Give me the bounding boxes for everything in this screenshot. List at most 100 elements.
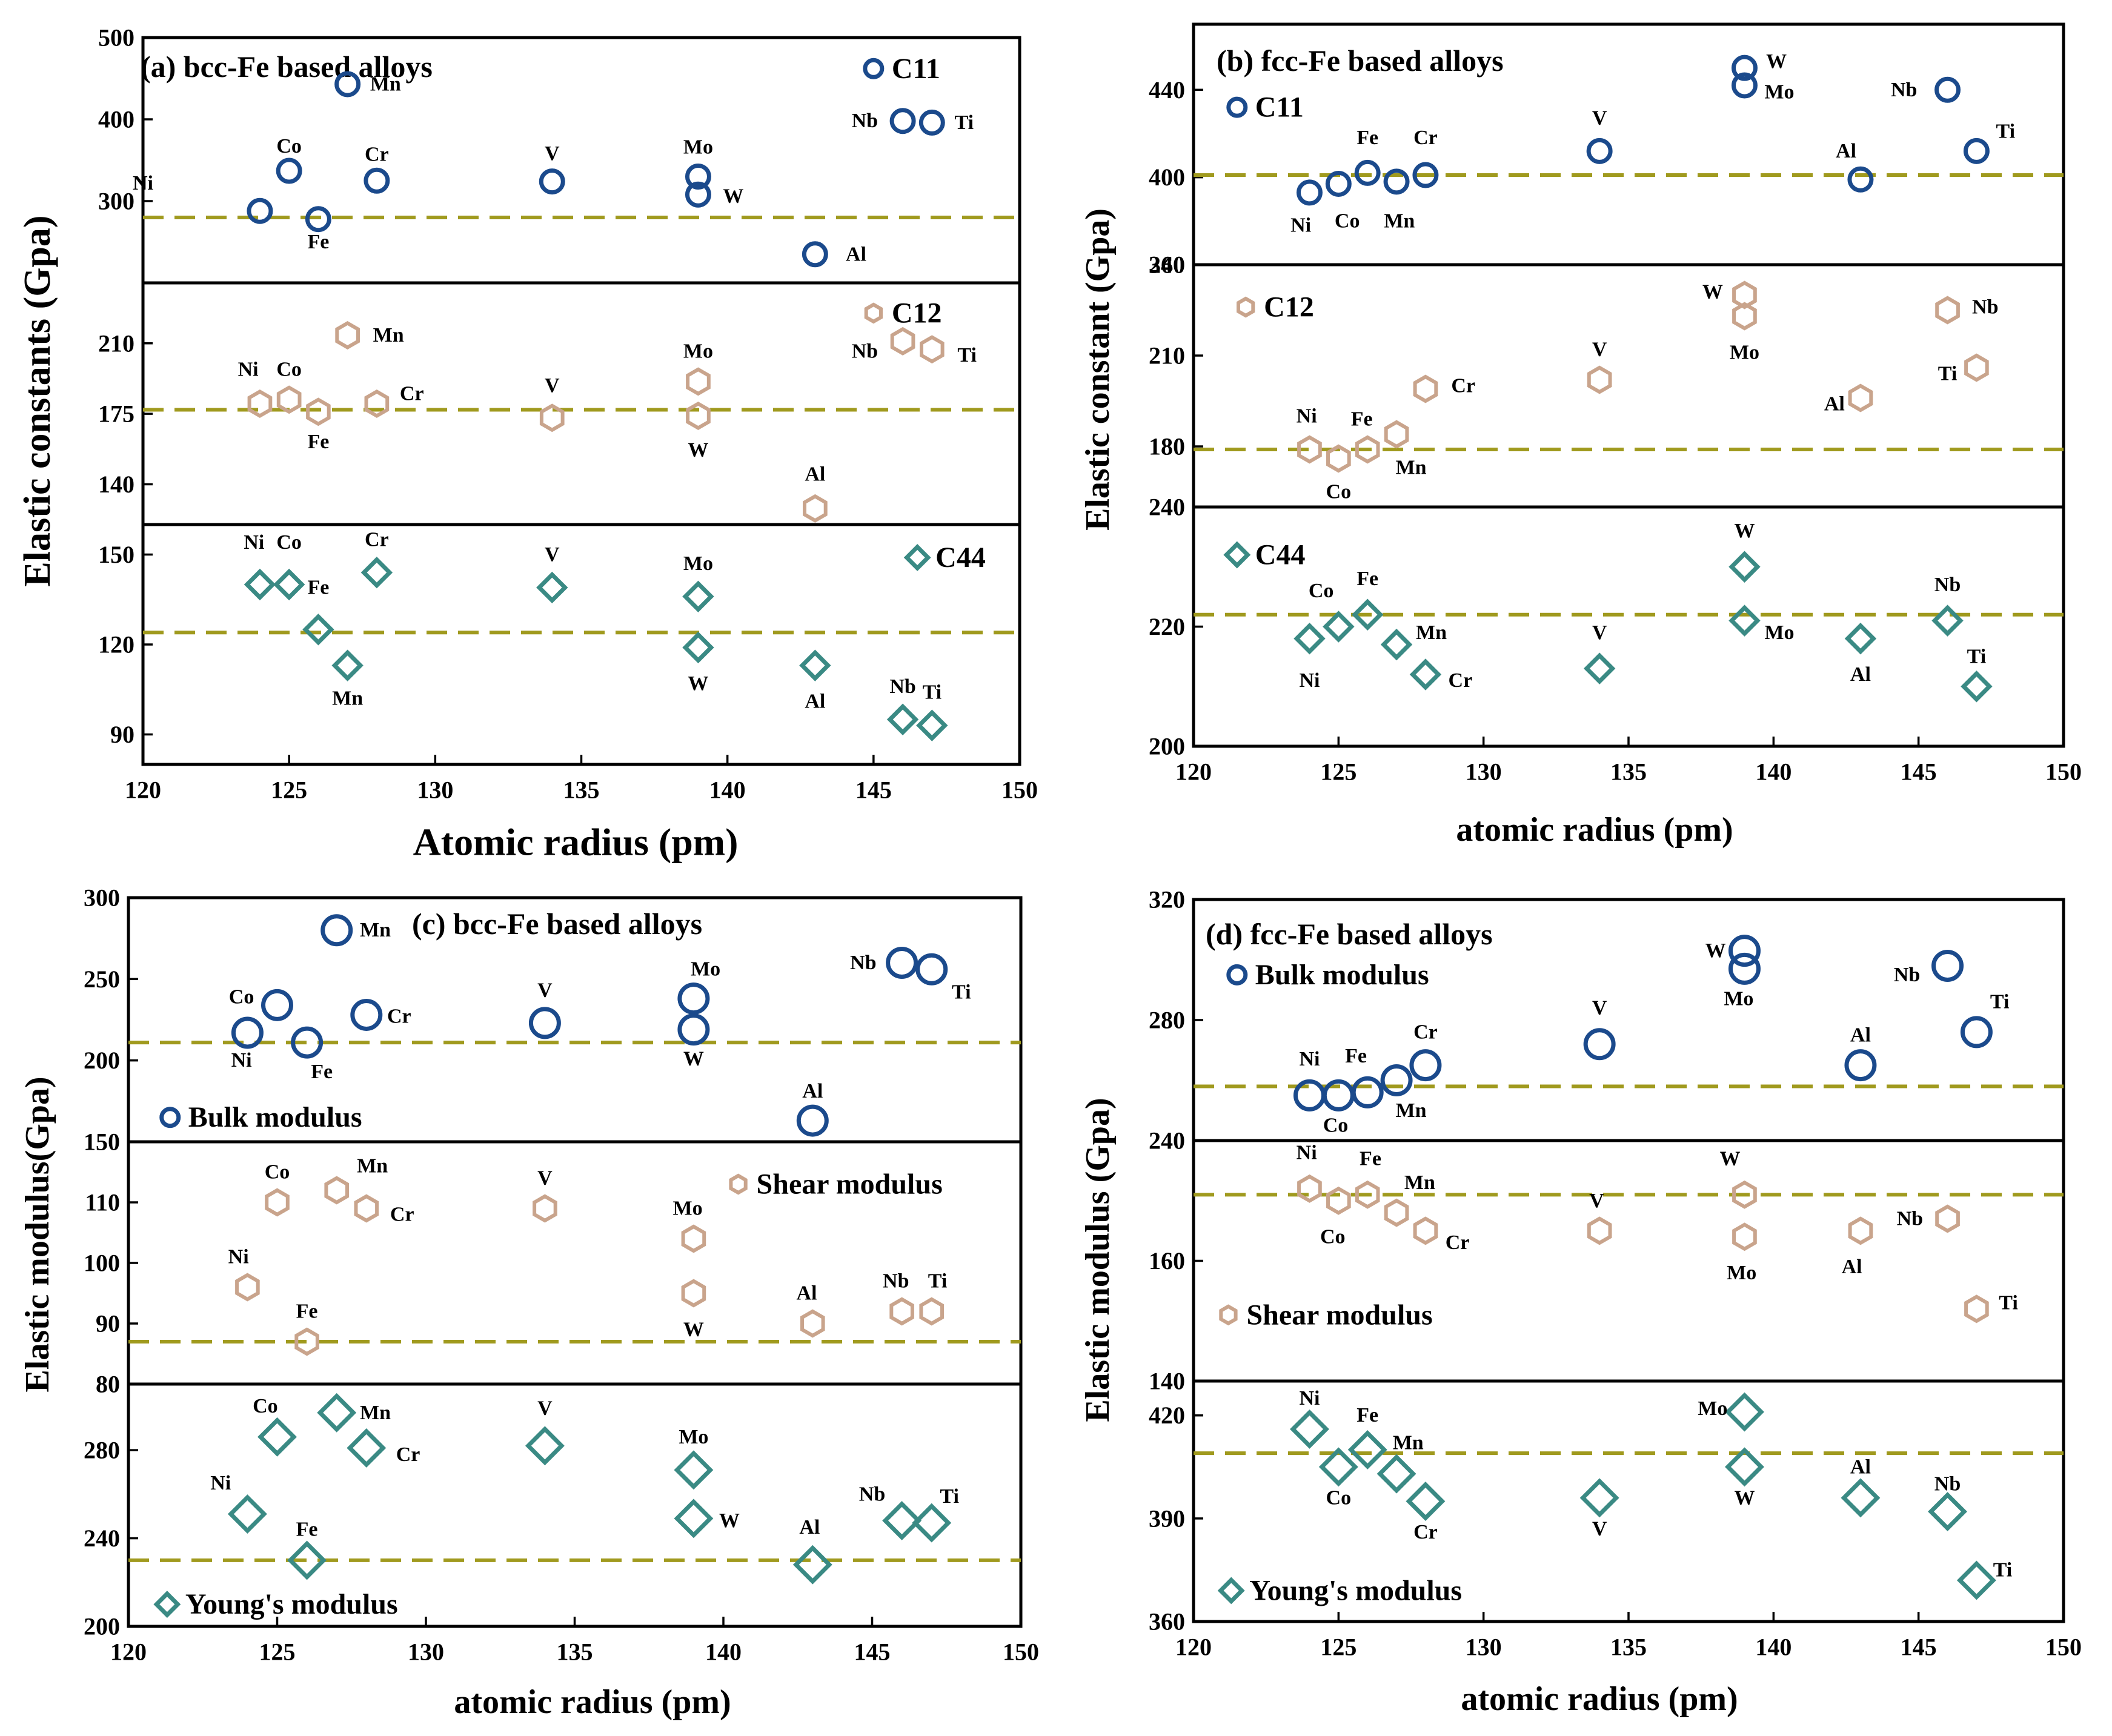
point-label: Ni <box>231 1049 252 1072</box>
data-point-mn <box>320 914 353 947</box>
data-point-ni <box>244 568 276 601</box>
point-label: Al <box>1824 393 1845 416</box>
x-tick-label: 135 <box>1610 1634 1647 1661</box>
subplot-c44: 200 220 240 C44 Ni Co Fe Mn Cr V W Mo Al Nb Ti <box>1149 494 2064 760</box>
point-label: Fe <box>1357 127 1378 149</box>
data-point-ti <box>1960 1016 1993 1049</box>
point-label: Co <box>265 1161 290 1184</box>
point-label: Mo <box>691 958 720 981</box>
x-tick-label: 135 <box>557 1638 593 1666</box>
subplot-bulk-modulus: 240 280 320 Bulk modulus Ni Co Fe Mn Cr V W Mo Al Nb T… <box>1149 886 2064 1155</box>
panel-b: 120 125 130 135 140 145 150 atomic radius (pm) E… <box>1079 22 2082 849</box>
point-label: Nb <box>889 675 915 698</box>
legend-label: C12 <box>892 297 942 329</box>
point-label: Mo <box>679 1426 708 1448</box>
point-label: Al <box>1842 1256 1862 1278</box>
point-label: Nb <box>1934 574 1961 596</box>
y-tick-label: 220 <box>1149 613 1185 640</box>
data-point-fe <box>302 614 334 646</box>
point-label: Nb <box>850 952 876 974</box>
point-label: Ti <box>1996 120 2016 142</box>
data-point-v <box>536 571 568 604</box>
panel-a: 120 125 130 135 140 145 150 Atomic radius (pm) E… <box>17 24 1038 864</box>
data-point-nb <box>886 946 918 979</box>
data-point-mn <box>317 1393 357 1433</box>
point-label: Ni <box>244 531 264 554</box>
data-point-ti <box>1963 137 1990 164</box>
point-label: Ni <box>1290 214 1311 237</box>
legend-marker <box>153 1591 181 1618</box>
data-point-fe <box>1355 1180 1380 1209</box>
panel-title: (b) fcc-Fe based alloys <box>1217 44 1504 78</box>
data-point-ti <box>1956 1560 1996 1600</box>
data-point-cr <box>364 389 390 418</box>
point-label: Cr <box>1451 375 1475 397</box>
point-label: W <box>1720 1147 1741 1170</box>
data-point-al <box>796 1104 829 1137</box>
point-label: Mo <box>1698 1397 1727 1420</box>
x-tick-label: 130 <box>408 1638 444 1666</box>
data-point-nb <box>889 1297 914 1326</box>
data-point-nb <box>1931 605 1964 637</box>
point-label: Mo <box>1764 621 1794 644</box>
point-label: Co <box>276 531 302 554</box>
y-tick-label: 360 <box>1149 251 1185 279</box>
point-label: Nb <box>1894 964 1920 986</box>
point-label: Nb <box>1897 1208 1923 1230</box>
y-tick-label: 175 <box>98 400 134 428</box>
point-label: Mn <box>360 919 391 941</box>
data-point-co <box>257 1417 297 1457</box>
legend-label: Shear modulus <box>757 1168 943 1201</box>
y-tick-label: 110 <box>85 1189 120 1216</box>
data-point-al <box>802 241 828 268</box>
legend-label: C11 <box>892 53 940 85</box>
point-label: Nb <box>1891 79 1917 101</box>
point-label: Cr <box>396 1443 420 1466</box>
point-label: Ti <box>1999 1291 2018 1314</box>
point-label: Mn <box>370 73 401 95</box>
x-tick-label: 125 <box>259 1638 296 1666</box>
legend-label: C44 <box>935 542 986 574</box>
y-tick-label: 150 <box>84 1128 120 1156</box>
panel-title: (a) bcc-Fe based alloys <box>141 50 433 84</box>
x-tick-label: 150 <box>2045 1634 2082 1661</box>
legend-label: C12 <box>1264 291 1314 323</box>
data-point-v <box>525 1426 565 1466</box>
y-tick-label: 240 <box>1149 494 1185 521</box>
data-point-ti <box>1961 671 1993 703</box>
data-point-w <box>677 1013 710 1046</box>
point-label: Fe <box>1357 568 1378 590</box>
data-point-cr <box>350 998 383 1031</box>
y-tick-label: 320 <box>1149 886 1185 913</box>
data-point-co <box>276 385 302 414</box>
y-tick-label: 120 <box>98 631 134 658</box>
data-point-mo <box>674 1450 714 1490</box>
data-point-co <box>261 989 293 1021</box>
point-label: Ti <box>923 681 942 704</box>
data-point-mn <box>334 71 361 98</box>
legend-marker <box>864 302 883 324</box>
data-point-co <box>273 568 305 601</box>
data-point-co <box>265 1188 290 1217</box>
data-point-nb <box>1934 76 1961 103</box>
point-label: Ni <box>238 358 259 380</box>
data-point-ti <box>1964 353 1989 382</box>
y-tick-label: 400 <box>98 106 134 133</box>
legend-label: Young's modulus <box>1249 1574 1462 1606</box>
subplot-c11: 300 400 500 C11 Ni Co Fe Mn Cr V Mo W Al Nb Ti <box>98 24 1020 268</box>
data-point-al <box>792 1545 832 1585</box>
y-tick-label: 240 <box>1149 1127 1185 1155</box>
x-tick-label: 150 <box>1001 777 1038 804</box>
point-label: Cr <box>400 382 424 405</box>
data-point-cr <box>347 1428 387 1468</box>
panel-d: 120 125 130 135 140 145 150 atomic radius (pm) E… <box>1079 886 2082 1718</box>
point-label: Mn <box>360 1402 391 1424</box>
data-point-v <box>533 1194 557 1223</box>
x-tick-label: 140 <box>709 777 746 804</box>
data-point-ni <box>1293 623 1326 655</box>
data-point-nb <box>1935 296 1960 325</box>
x-tick-label: 120 <box>1175 758 1212 786</box>
data-point-ti <box>915 953 948 986</box>
y-tick-label: 90 <box>96 1310 120 1337</box>
